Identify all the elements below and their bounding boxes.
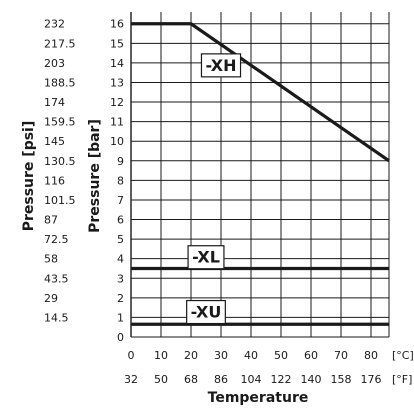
- y-tick-psi: 43.5: [44, 272, 69, 285]
- x-tick-fahrenheit: 86: [214, 373, 228, 386]
- x-tick-celsius: 60: [304, 349, 318, 362]
- series-label-box: [187, 245, 225, 270]
- series-label-xl: -XL: [192, 248, 220, 267]
- x-tick-celsius: 20: [184, 349, 198, 362]
- x-tick-fahrenheit: 50: [154, 373, 168, 386]
- y-tick-bar: 5: [117, 233, 124, 246]
- y-tick-bar: 15: [110, 37, 124, 50]
- x-tick-celsius: 30: [214, 349, 228, 362]
- x-tick-fahrenheit: 176: [361, 373, 382, 386]
- y-tick-bar: 16: [110, 18, 124, 31]
- y-tick-psi: 188.5: [44, 76, 76, 89]
- x-tick-celsius: 50: [274, 349, 288, 362]
- series-label-group: -XL: [187, 245, 225, 270]
- y-tick-bar: 14: [110, 57, 124, 70]
- y-tick-bar: 0: [117, 331, 124, 344]
- y-tick-psi: 72.5: [44, 233, 69, 246]
- y-tick-psi: 232: [44, 18, 65, 31]
- y-tick-psi: 101.5: [44, 194, 76, 207]
- y-tick-psi: 87: [44, 214, 58, 227]
- series-label-group: -XH: [200, 53, 242, 78]
- y-tick-psi: 217.5: [44, 37, 76, 50]
- x-unit-celsius: [°C]: [392, 349, 414, 362]
- y-tick-bar: 1: [117, 311, 124, 324]
- y-tick-bar: 2: [117, 292, 124, 305]
- y-tick-psi: 159.5: [44, 116, 76, 129]
- y-tick-psi: 58: [44, 253, 58, 266]
- series-label-xh: -XH: [205, 56, 236, 75]
- x-tick-celsius: 10: [154, 349, 168, 362]
- x-tick-fahrenheit: 32: [124, 373, 138, 386]
- y-tick-bar: 4: [117, 253, 124, 266]
- y-axis-title-bar: Pressure [bar]: [87, 119, 103, 233]
- y-tick-bar: 3: [117, 272, 124, 285]
- x-tick-fahrenheit: 158: [331, 373, 352, 386]
- x-tick-celsius: 70: [334, 349, 348, 362]
- y-tick-psi: 203: [44, 57, 65, 70]
- y-tick-bar: 7: [117, 194, 124, 207]
- y-tick-bar: 11: [110, 116, 124, 129]
- y-tick-bar: 13: [110, 76, 124, 89]
- x-tick-celsius: 40: [244, 349, 258, 362]
- y-tick-psi: 174: [44, 96, 65, 109]
- series-label-xu: -XU: [191, 303, 222, 322]
- y-tick-psi: 116: [44, 174, 65, 187]
- y-tick-psi: 14.5: [44, 311, 69, 324]
- series-label-box: [186, 299, 226, 325]
- y-tick-bar: 9: [117, 155, 124, 168]
- y-tick-bar: 6: [117, 214, 124, 227]
- x-tick-fahrenheit: 122: [271, 373, 292, 386]
- x-tick-celsius: 80: [364, 349, 378, 362]
- x-tick-fahrenheit: 140: [301, 373, 322, 386]
- y-axis-title-psi: Pressure [psi]: [21, 121, 37, 232]
- tick-labels: 01234567891011121314151614.52943.55872.5…: [44, 18, 382, 386]
- x-axis-title: Temperature: [208, 390, 309, 406]
- series-label-box: [200, 53, 242, 78]
- x-tick-celsius: 0: [128, 349, 135, 362]
- series-labels: -XH -XL -XU: [186, 53, 242, 325]
- series-label-group: -XU: [186, 299, 226, 325]
- y-tick-psi: 29: [44, 292, 58, 305]
- y-tick-bar: 8: [117, 174, 124, 187]
- y-tick-bar: 12: [110, 96, 124, 109]
- y-tick-psi: 145: [44, 135, 65, 148]
- y-tick-psi: 130.5: [44, 155, 76, 168]
- grid: [130, 12, 390, 338]
- y-tick-bar: 10: [110, 135, 124, 148]
- series-lines: [131, 22, 390, 326]
- x-tick-fahrenheit: 68: [184, 373, 198, 386]
- x-tick-fahrenheit: 104: [241, 373, 262, 386]
- x-unit-fahrenheit: [°F]: [392, 373, 412, 386]
- series-line-xh: [131, 22, 390, 163]
